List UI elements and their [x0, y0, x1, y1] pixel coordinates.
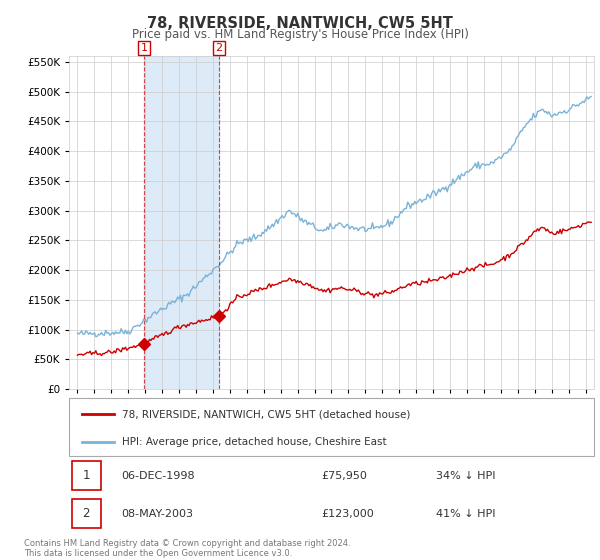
Text: 41% ↓ HPI: 41% ↓ HPI — [437, 508, 496, 519]
Text: 1: 1 — [82, 469, 90, 482]
Text: 06-DEC-1998: 06-DEC-1998 — [121, 471, 195, 481]
Text: Contains HM Land Registry data © Crown copyright and database right 2024.
This d: Contains HM Land Registry data © Crown c… — [24, 539, 350, 558]
Text: HPI: Average price, detached house, Cheshire East: HPI: Average price, detached house, Ches… — [121, 437, 386, 447]
Bar — [71, 461, 101, 490]
Text: Price paid vs. HM Land Registry's House Price Index (HPI): Price paid vs. HM Land Registry's House … — [131, 28, 469, 41]
Text: £75,950: £75,950 — [321, 471, 367, 481]
Text: 2: 2 — [215, 43, 223, 53]
Text: 08-MAY-2003: 08-MAY-2003 — [121, 508, 193, 519]
Text: 2: 2 — [82, 507, 90, 520]
Text: 78, RIVERSIDE, NANTWICH, CW5 5HT: 78, RIVERSIDE, NANTWICH, CW5 5HT — [147, 16, 453, 31]
Text: 1: 1 — [140, 43, 148, 53]
Text: £123,000: £123,000 — [321, 508, 374, 519]
Bar — [71, 500, 101, 528]
Text: 78, RIVERSIDE, NANTWICH, CW5 5HT (detached house): 78, RIVERSIDE, NANTWICH, CW5 5HT (detach… — [121, 409, 410, 419]
Text: 34% ↓ HPI: 34% ↓ HPI — [437, 471, 496, 481]
Bar — [144, 56, 219, 389]
